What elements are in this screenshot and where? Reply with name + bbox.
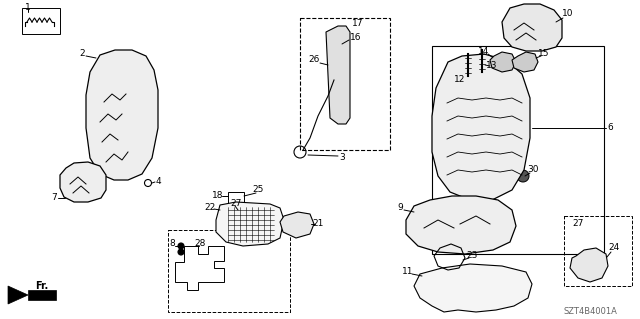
Circle shape [483,274,487,278]
Polygon shape [326,26,350,124]
Circle shape [504,302,508,306]
Circle shape [511,302,515,306]
Circle shape [483,302,487,306]
Circle shape [511,295,515,299]
Polygon shape [570,248,608,282]
Circle shape [497,302,501,306]
Text: 27: 27 [230,199,242,209]
Circle shape [497,274,501,278]
Bar [22,8,60,34]
Text: SZT4B4001A: SZT4B4001A [563,308,617,316]
Polygon shape [8,286,28,304]
Text: Fr.: Fr. [35,281,49,291]
Circle shape [490,281,494,285]
Polygon shape [432,54,530,200]
Polygon shape [406,196,516,254]
Circle shape [497,295,501,299]
Circle shape [469,274,473,278]
Text: 14: 14 [478,48,490,56]
Circle shape [490,302,494,306]
Circle shape [511,274,515,278]
Text: 13: 13 [486,62,498,70]
Text: 27: 27 [572,219,584,228]
Polygon shape [512,52,538,72]
Circle shape [178,249,184,255]
Circle shape [483,281,487,285]
Text: 9: 9 [397,204,403,212]
Polygon shape [490,52,516,72]
Circle shape [511,281,515,285]
Circle shape [476,302,480,306]
Circle shape [483,295,487,299]
Circle shape [469,288,473,292]
Circle shape [476,295,480,299]
Text: 26: 26 [308,56,320,64]
Text: 24: 24 [609,243,620,253]
Text: 28: 28 [195,240,205,249]
Circle shape [462,281,466,285]
Text: 8: 8 [169,240,175,249]
Bar [564,216,632,286]
Circle shape [490,274,494,278]
Text: 2: 2 [79,49,85,58]
Text: 21: 21 [312,219,324,228]
Circle shape [476,274,480,278]
Circle shape [462,288,466,292]
Circle shape [469,281,473,285]
Circle shape [504,295,508,299]
Circle shape [476,281,480,285]
Bar [228,192,244,205]
Text: 22: 22 [204,203,216,211]
Circle shape [497,288,501,292]
Text: 7: 7 [51,194,57,203]
Text: 17: 17 [352,19,364,28]
Polygon shape [502,4,562,51]
Circle shape [483,288,487,292]
Polygon shape [216,202,284,246]
Text: 16: 16 [350,33,362,42]
Circle shape [504,288,508,292]
Polygon shape [414,264,532,312]
Circle shape [469,302,473,306]
Polygon shape [280,212,314,238]
Circle shape [462,302,466,306]
Circle shape [469,295,473,299]
Circle shape [490,295,494,299]
Text: 18: 18 [212,191,224,201]
Bar [300,18,390,150]
Bar [432,46,604,254]
Polygon shape [28,290,56,300]
Text: 6: 6 [607,123,613,132]
Circle shape [178,243,184,249]
Circle shape [335,48,342,56]
Text: 12: 12 [454,76,466,85]
Text: 1: 1 [25,3,31,11]
Circle shape [497,281,501,285]
Bar [168,230,290,312]
Text: 25: 25 [252,186,264,195]
Text: 15: 15 [538,49,550,58]
Circle shape [504,281,508,285]
Circle shape [517,170,529,182]
Circle shape [511,288,515,292]
Circle shape [335,58,342,65]
Circle shape [504,274,508,278]
Circle shape [462,295,466,299]
Circle shape [462,274,466,278]
Text: 4: 4 [155,177,161,187]
Text: 3: 3 [339,153,345,162]
Text: 23: 23 [467,251,477,261]
Polygon shape [86,50,158,180]
Circle shape [490,288,494,292]
Text: 10: 10 [563,10,573,19]
Circle shape [476,288,480,292]
Polygon shape [60,162,106,202]
Text: 30: 30 [527,166,539,174]
Text: 11: 11 [403,268,413,277]
